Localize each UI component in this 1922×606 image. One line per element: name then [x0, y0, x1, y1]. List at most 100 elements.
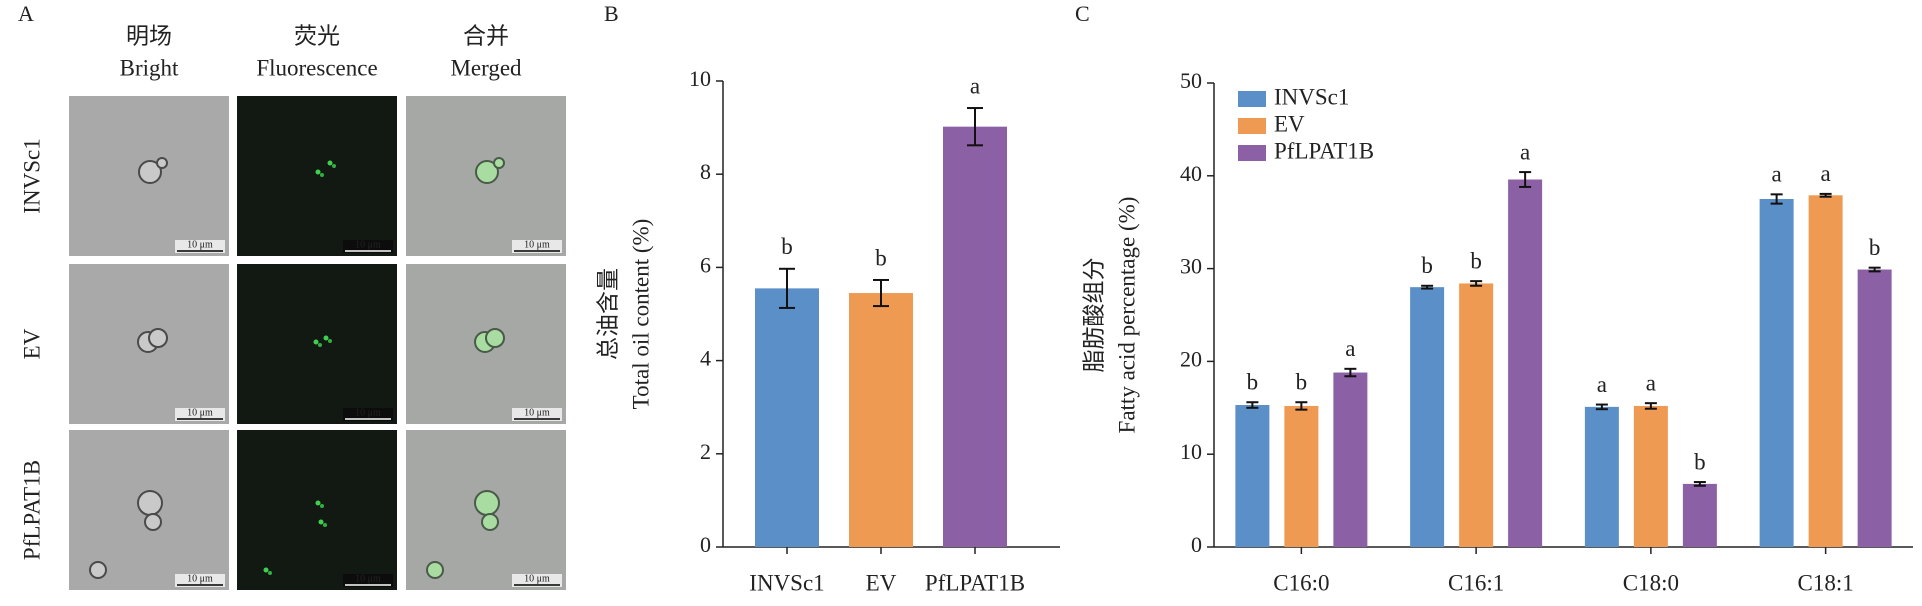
y-axis-label-zh: 脂肪酸组分	[1081, 258, 1106, 373]
fluorescent-spot	[328, 339, 332, 343]
bar	[1459, 283, 1494, 547]
significance-letter: b	[1694, 449, 1706, 474]
significance-letter: a	[970, 73, 980, 98]
y-tick-label: 6	[700, 252, 711, 277]
significance-letter: b	[875, 245, 887, 270]
significance-letter: a	[1772, 162, 1782, 187]
y-tick-label: 0	[700, 532, 711, 557]
cell	[426, 561, 444, 579]
fluorescent-spot	[320, 504, 324, 508]
bar	[1857, 269, 1892, 547]
fluorescent-spot	[315, 169, 321, 175]
scale-bar-box	[175, 408, 225, 421]
bar	[1633, 405, 1668, 547]
cell	[148, 328, 168, 348]
fluorescent-spot	[332, 164, 336, 168]
fluorescent-spot	[323, 335, 329, 341]
column-header-en: Merged	[450, 55, 522, 80]
error-bar	[1819, 192, 1832, 198]
significance-letter: b	[1296, 370, 1308, 395]
x-tick-label: INVSc1	[749, 570, 824, 595]
error-bar	[1644, 402, 1657, 410]
error-bar	[1344, 367, 1357, 378]
cell	[156, 157, 168, 169]
error-bar	[1595, 403, 1608, 411]
cell	[481, 513, 499, 531]
legend-swatch	[1238, 91, 1266, 107]
bar	[1759, 199, 1794, 547]
scale-bar-label: 10 μm	[524, 407, 550, 418]
legend-swatch	[1238, 145, 1266, 161]
x-tick-label: PfLPAT1B	[925, 570, 1025, 595]
y-axis-label-zh: 总油含量	[595, 268, 620, 360]
cell	[89, 561, 107, 579]
x-tick-label: C16:0	[1273, 570, 1329, 595]
y-tick-label: 20	[1180, 346, 1202, 371]
x-tick-label: C16:1	[1448, 570, 1504, 595]
error-bar	[1770, 193, 1783, 205]
micrograph	[237, 430, 397, 590]
bar	[849, 293, 913, 547]
error-bar	[873, 278, 889, 308]
significance-letter: a	[1646, 370, 1656, 395]
cell	[138, 160, 162, 184]
y-tick-label: 40	[1180, 161, 1202, 186]
y-axis-label: Fatty acid percentage (%)	[1114, 197, 1139, 434]
panel-label: A	[18, 1, 34, 26]
error-bar	[1421, 284, 1434, 290]
scale-bar-box	[343, 408, 393, 421]
bar	[1333, 372, 1368, 547]
bar	[943, 126, 1007, 547]
legend-swatch	[1238, 118, 1266, 134]
significance-letter: a	[1520, 139, 1530, 164]
y-tick-label: 4	[700, 346, 711, 371]
y-tick-label: 0	[1191, 532, 1202, 557]
fluorescent-spot	[320, 173, 324, 177]
legend-label: INVSc1	[1274, 84, 1349, 109]
y-tick-label: 50	[1180, 68, 1202, 93]
significance-letter: b	[781, 234, 793, 259]
fluorescent-spot	[318, 343, 322, 347]
error-bar	[779, 267, 795, 309]
scale-bar-box	[512, 574, 562, 587]
scale-bar-label: 10 μm	[187, 407, 213, 418]
significance-letter: a	[1821, 161, 1831, 186]
column-header-zh: 合并	[463, 23, 509, 48]
x-tick-label: C18:1	[1798, 570, 1854, 595]
error-bar	[967, 107, 983, 147]
scale-bar-box	[512, 240, 562, 253]
cell	[485, 328, 505, 348]
scale-bar-label: 10 μm	[524, 239, 550, 250]
cell	[137, 490, 163, 516]
scale-bar-box	[343, 574, 393, 587]
y-tick-label: 10	[689, 66, 711, 91]
significance-letter: b	[1470, 248, 1482, 273]
y-tick-label: 30	[1180, 254, 1202, 279]
significance-letter: b	[1869, 235, 1881, 260]
fluorescent-spot	[323, 523, 327, 527]
error-bar	[1295, 401, 1308, 411]
micrograph	[237, 96, 397, 256]
column-header-en: Fluorescence	[256, 55, 377, 80]
bar	[1410, 287, 1445, 547]
scale-bar-label: 10 μm	[355, 407, 381, 418]
bar	[1508, 179, 1543, 547]
panel-label: C	[1075, 1, 1090, 26]
significance-letter: a	[1597, 372, 1607, 397]
fluorescent-spot	[268, 571, 272, 575]
cell	[493, 157, 505, 169]
error-bar	[1868, 266, 1881, 273]
row-label: INVSc1	[19, 138, 44, 213]
y-tick-label: 8	[700, 159, 711, 184]
scale-bar-box	[175, 240, 225, 253]
panel-label: B	[604, 1, 619, 26]
bar	[755, 288, 819, 547]
error-bar	[1246, 401, 1259, 409]
scale-bar-label: 10 μm	[187, 573, 213, 584]
cell	[474, 490, 500, 516]
fluorescent-spot	[313, 339, 319, 345]
scale-bar-label: 10 μm	[524, 573, 550, 584]
bar	[1682, 483, 1717, 547]
scale-bar-label: 10 μm	[187, 239, 213, 250]
